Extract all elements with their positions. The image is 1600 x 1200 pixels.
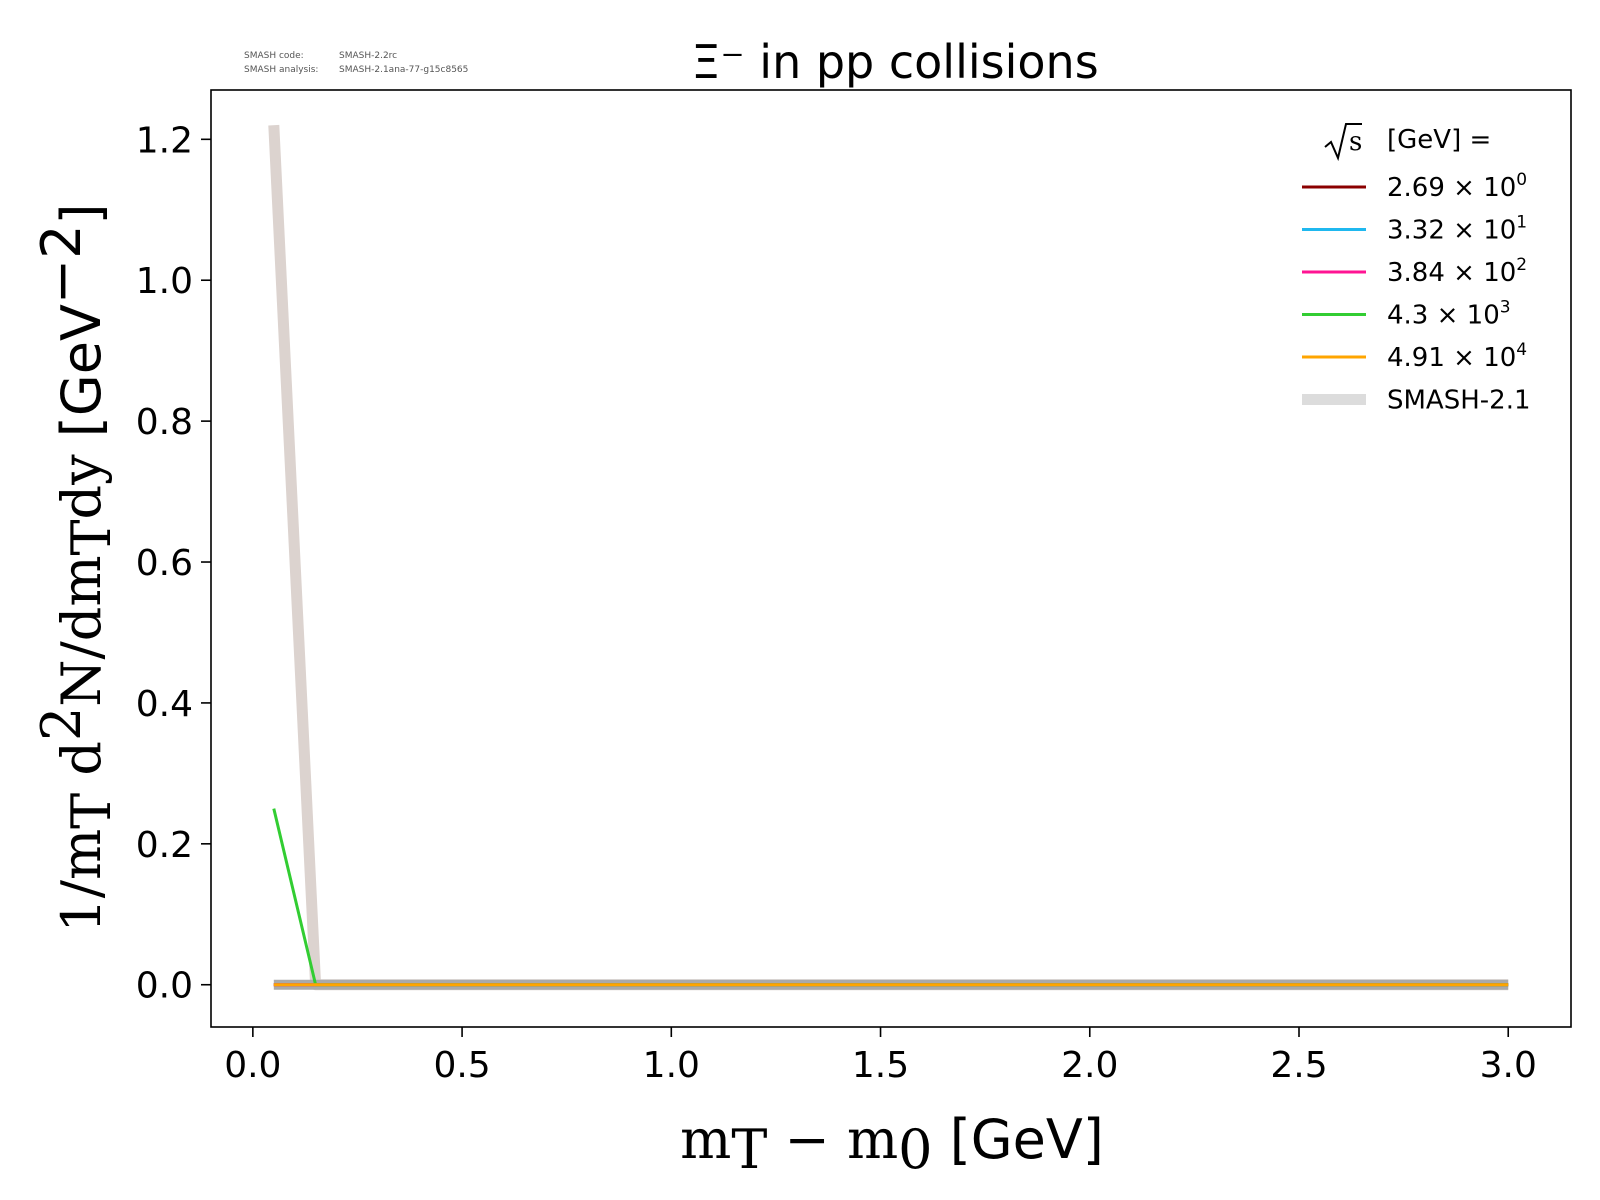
x-tick-label: 2.0 xyxy=(1061,1045,1118,1086)
y-tick-label: 0.0 xyxy=(136,966,193,1007)
x-tick-label: 2.5 xyxy=(1270,1045,1327,1086)
legend-label: 2.69 × 100 xyxy=(1387,170,1527,203)
meta-analysis-key: SMASH analysis: xyxy=(244,65,318,75)
meta-code-value: SMASH-2.2rc xyxy=(339,51,397,61)
plot-lines xyxy=(268,124,1509,991)
y-tick-label: 0.2 xyxy=(136,825,193,866)
chart-title: Ξ⁻ in pp collisions xyxy=(691,35,1098,89)
legend-label: 4.3 × 103 xyxy=(1387,298,1511,331)
x-axis-ticks: 0.0 0.5 1.0 1.5 2.0 2.5 3.0 xyxy=(224,1027,1537,1086)
legend-label-reference: SMASH-2.1 xyxy=(1387,386,1531,416)
meta-code-key: SMASH code: xyxy=(244,51,304,61)
y-tick-label: 1.0 xyxy=(136,261,193,302)
sqrt-icon xyxy=(1324,123,1362,162)
legend-entries: 2.69 × 100 3.32 × 101 3.84 × 102 4.3 × 103 4… xyxy=(1302,170,1531,416)
legend-label: 3.84 × 102 xyxy=(1387,255,1527,288)
legend-title: s [GeV] = xyxy=(1324,123,1491,162)
x-tick-label: 1.0 xyxy=(643,1045,700,1086)
y-tick-label: 0.8 xyxy=(136,402,193,443)
legend-label: 3.32 × 101 xyxy=(1387,213,1527,246)
legend-title-text: [GeV] = xyxy=(1387,125,1491,155)
meta-analysis-value: SMASH-2.1ana-77-g15c8565 xyxy=(339,65,468,75)
reference-line xyxy=(268,124,1509,991)
x-tick-label: 0.5 xyxy=(433,1045,490,1086)
y-tick-label: 0.4 xyxy=(136,684,193,725)
x-tick-label: 1.5 xyxy=(852,1045,909,1086)
y-tick-label: 0.6 xyxy=(136,543,193,584)
plot-frame xyxy=(210,89,1572,1028)
y-axis-ticks: 0.0 0.2 0.4 0.6 0.8 1.0 1.2 xyxy=(136,120,211,1007)
y-tick-label: 1.2 xyxy=(136,120,193,161)
legend-title-root: s xyxy=(1349,127,1362,157)
legend-label: 4.91 × 104 xyxy=(1387,340,1527,373)
x-tick-label: 3.0 xyxy=(1480,1045,1537,1086)
legend: s [GeV] = 2.69 × 100 3.32 × 101 3.84 × 102… xyxy=(1302,123,1531,416)
series-line-3 xyxy=(272,808,1509,987)
y-axis-label: 1/mT d2N/dmTdy [GeV−2] xyxy=(30,203,123,932)
x-tick-label: 0.0 xyxy=(224,1045,281,1086)
x-axis-label: mT − m0 [GeV] xyxy=(680,1108,1104,1181)
